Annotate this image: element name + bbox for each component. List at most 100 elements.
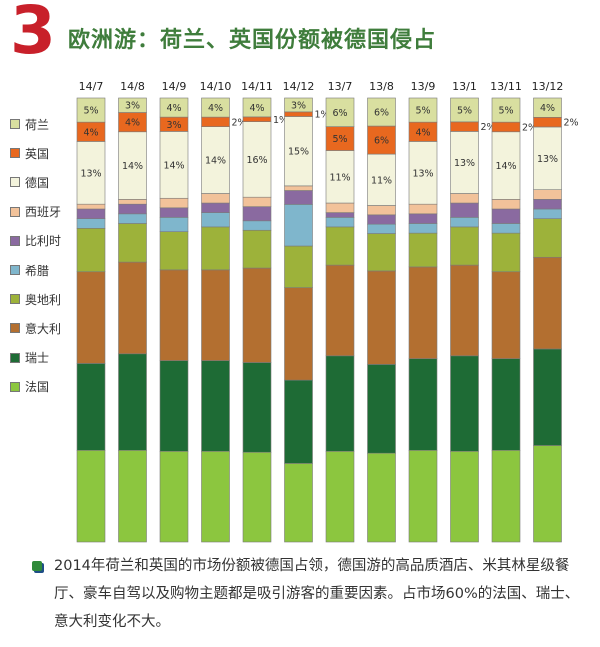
bullet-icon bbox=[32, 561, 42, 571]
bar-segment bbox=[491, 450, 521, 543]
bar-segment bbox=[118, 353, 147, 451]
bar-segment bbox=[242, 97, 272, 118]
bar-segment bbox=[325, 217, 355, 228]
bar-segment bbox=[367, 364, 396, 454]
bar-segment bbox=[450, 264, 479, 357]
data-label: 2% bbox=[232, 117, 247, 128]
legend-label: 奥地利 bbox=[25, 292, 62, 307]
legend-label: 瑞士 bbox=[25, 351, 50, 366]
data-label: 14% bbox=[122, 161, 143, 172]
data-label: 4% bbox=[415, 127, 430, 138]
legend-label: 比利时 bbox=[25, 234, 62, 249]
x-tick-label: 13/11 bbox=[490, 80, 522, 93]
data-label: 5% bbox=[457, 105, 472, 116]
x-tick-label: 13/9 bbox=[411, 80, 436, 93]
data-label: 13% bbox=[537, 154, 558, 165]
bar-segment bbox=[325, 450, 355, 543]
legend-swatch bbox=[10, 119, 20, 129]
bar-segment bbox=[491, 358, 521, 451]
bar-segment bbox=[491, 271, 521, 359]
legend-label: 德国 bbox=[25, 175, 50, 190]
bar-segment bbox=[408, 266, 438, 359]
legend-label: 英国 bbox=[25, 146, 50, 161]
bar-segment bbox=[491, 199, 521, 210]
bar-segment bbox=[450, 450, 479, 543]
bar-segment bbox=[367, 233, 396, 272]
bar-segment bbox=[367, 97, 396, 127]
bar-segment bbox=[367, 205, 396, 216]
bar-segment bbox=[284, 245, 313, 288]
bar-segment bbox=[284, 379, 313, 464]
data-label: 16% bbox=[246, 155, 267, 166]
bar-segment bbox=[450, 131, 479, 194]
bar-segment bbox=[201, 450, 230, 543]
x-tick-label: 13/1 bbox=[452, 80, 477, 93]
bar-segment bbox=[201, 116, 230, 127]
bar-segment bbox=[367, 125, 396, 155]
bar-segment bbox=[450, 355, 479, 452]
bar-segment bbox=[533, 218, 562, 258]
bar-segment bbox=[325, 97, 355, 127]
x-tick-label: 14/11 bbox=[241, 80, 273, 93]
bar-segment bbox=[367, 214, 396, 225]
bar-segment bbox=[76, 271, 106, 364]
data-label: 4% bbox=[125, 118, 140, 129]
data-label: 4% bbox=[208, 103, 223, 114]
bar-segment bbox=[284, 185, 313, 191]
bar-segment bbox=[325, 212, 355, 218]
legend-item: 意大利 bbox=[10, 320, 61, 336]
bar-segment bbox=[242, 451, 272, 543]
bar-segment bbox=[159, 360, 189, 452]
x-tick-label: 13/8 bbox=[369, 80, 394, 93]
bar-segment bbox=[159, 207, 189, 218]
legend-label: 西班牙 bbox=[25, 205, 62, 220]
legend-swatch bbox=[10, 265, 20, 275]
legend-item: 法国 bbox=[10, 379, 49, 395]
bar-segment bbox=[408, 213, 438, 224]
bar-segment bbox=[242, 206, 272, 222]
data-label: 4% bbox=[249, 103, 264, 114]
data-label: 14% bbox=[163, 160, 184, 171]
bar-segment bbox=[450, 97, 479, 123]
bar-segment bbox=[201, 226, 230, 271]
bar-segment bbox=[118, 450, 147, 543]
bar-segment bbox=[201, 212, 230, 228]
x-tick-label: 14/10 bbox=[200, 80, 232, 93]
bar-segment bbox=[284, 463, 313, 543]
bar-segment bbox=[159, 131, 189, 199]
legend-item: 比利时 bbox=[10, 233, 61, 249]
bar-segment bbox=[159, 450, 189, 543]
bar-segment bbox=[325, 150, 355, 204]
x-tick-label: 13/7 bbox=[328, 80, 353, 93]
bar-segment bbox=[201, 360, 230, 452]
legend-item: 瑞士 bbox=[10, 350, 49, 366]
legend-label: 法国 bbox=[25, 380, 50, 395]
x-tick-label: 14/8 bbox=[120, 80, 145, 93]
bar-segment bbox=[242, 267, 272, 363]
bar-segment bbox=[450, 121, 479, 132]
bar-segment bbox=[408, 223, 438, 234]
bar-segment bbox=[118, 213, 147, 224]
data-label: 4% bbox=[83, 127, 98, 138]
bar-segment bbox=[533, 208, 562, 219]
bar-segment bbox=[408, 141, 438, 205]
data-label: 5% bbox=[83, 106, 98, 117]
bar-segment bbox=[491, 97, 521, 123]
bar-segment bbox=[408, 358, 438, 451]
legend-item: 英国 bbox=[10, 145, 49, 161]
x-tick-label: 14/12 bbox=[283, 80, 315, 93]
bar-segment bbox=[284, 204, 313, 247]
legend-swatch bbox=[10, 235, 20, 246]
data-label: 3% bbox=[125, 101, 140, 112]
bar-segment bbox=[367, 270, 396, 365]
data-label: 2% bbox=[522, 122, 537, 133]
legend-item: 德国 bbox=[10, 174, 49, 190]
section-number: 3 bbox=[10, 0, 56, 69]
bar-segment bbox=[159, 197, 189, 209]
legend-swatch bbox=[10, 323, 20, 334]
bar-segment bbox=[242, 196, 272, 207]
bar-segment bbox=[159, 231, 189, 271]
data-label: 1% bbox=[315, 110, 330, 121]
bar-segment bbox=[242, 220, 272, 231]
bar-segment bbox=[76, 218, 106, 229]
